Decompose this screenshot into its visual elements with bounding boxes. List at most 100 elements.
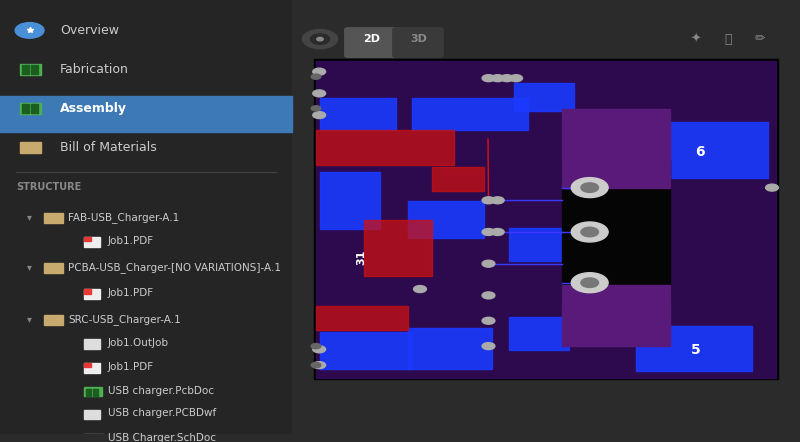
- Bar: [20, 64, 41, 75]
- Circle shape: [491, 229, 504, 236]
- Text: ▾: ▾: [27, 262, 32, 272]
- Bar: [20, 142, 41, 153]
- Circle shape: [491, 75, 504, 82]
- Text: Job1.OutJob: Job1.OutJob: [108, 338, 169, 348]
- Bar: [93, 389, 98, 392]
- Circle shape: [581, 227, 598, 237]
- Text: Assembly: Assembly: [60, 102, 127, 115]
- Circle shape: [571, 273, 608, 293]
- Circle shape: [581, 183, 598, 192]
- Circle shape: [310, 34, 330, 44]
- Bar: [292, 0, 800, 434]
- FancyBboxPatch shape: [393, 28, 443, 57]
- Bar: [316, 306, 408, 330]
- Text: STRUCTURE: STRUCTURE: [16, 182, 82, 192]
- Bar: [84, 387, 102, 396]
- Bar: [314, 60, 778, 379]
- Bar: [84, 363, 91, 367]
- Circle shape: [414, 286, 426, 293]
- Bar: [636, 326, 752, 371]
- Bar: [562, 286, 670, 346]
- Bar: [514, 83, 574, 111]
- Text: Bill of Materials: Bill of Materials: [60, 141, 157, 154]
- Text: Job1.PDF: Job1.PDF: [108, 288, 154, 298]
- Text: Job1.PDF: Job1.PDF: [108, 236, 154, 246]
- Circle shape: [482, 343, 495, 350]
- Bar: [562, 110, 670, 187]
- Bar: [31, 70, 38, 74]
- Circle shape: [313, 68, 326, 75]
- Circle shape: [482, 292, 495, 299]
- Circle shape: [581, 278, 598, 287]
- Bar: [86, 392, 91, 396]
- Bar: [44, 315, 63, 325]
- Bar: [320, 172, 380, 229]
- Circle shape: [571, 222, 608, 242]
- Bar: [84, 237, 91, 241]
- Bar: [22, 104, 29, 108]
- Circle shape: [311, 362, 321, 368]
- Text: FAB-USB_Charger-A.1: FAB-USB_Charger-A.1: [68, 212, 179, 223]
- Bar: [84, 339, 100, 349]
- Bar: [320, 332, 412, 369]
- Circle shape: [571, 178, 608, 198]
- Text: ▾: ▾: [27, 212, 32, 222]
- Text: 2D: 2D: [363, 34, 381, 44]
- Bar: [84, 410, 100, 419]
- Text: USB Charger.SchDoc: USB Charger.SchDoc: [108, 433, 216, 442]
- Circle shape: [302, 30, 338, 49]
- Circle shape: [311, 74, 321, 79]
- Circle shape: [491, 197, 504, 204]
- Bar: [412, 98, 528, 130]
- Bar: [562, 160, 670, 298]
- Bar: [22, 65, 29, 69]
- Bar: [509, 228, 562, 260]
- Text: ⧉: ⧉: [724, 33, 732, 46]
- Bar: [636, 122, 768, 178]
- Bar: [22, 70, 29, 74]
- Bar: [0, 0, 292, 434]
- Text: ✏: ✏: [754, 33, 766, 46]
- Circle shape: [482, 197, 495, 204]
- Text: ✦: ✦: [690, 33, 702, 46]
- Bar: [320, 98, 396, 130]
- Bar: [0, 95, 292, 133]
- Text: Job1.PDF: Job1.PDF: [108, 362, 154, 372]
- Bar: [84, 363, 100, 373]
- Circle shape: [510, 75, 522, 82]
- Text: PCBA-USB_Charger-[NO VARIATIONS]-A.1: PCBA-USB_Charger-[NO VARIATIONS]-A.1: [68, 262, 281, 273]
- Circle shape: [313, 362, 326, 369]
- Circle shape: [482, 229, 495, 236]
- Text: USB charger.PCBDwf: USB charger.PCBDwf: [108, 408, 216, 419]
- Circle shape: [311, 343, 321, 349]
- Circle shape: [311, 106, 321, 111]
- Circle shape: [482, 75, 495, 82]
- Circle shape: [313, 90, 326, 97]
- Bar: [432, 167, 484, 191]
- Circle shape: [317, 37, 323, 41]
- Text: Overview: Overview: [60, 24, 119, 37]
- Text: 5: 5: [691, 343, 701, 357]
- Text: Fabrication: Fabrication: [60, 63, 129, 76]
- Bar: [509, 317, 569, 350]
- Circle shape: [15, 23, 44, 38]
- Bar: [86, 389, 91, 392]
- Text: 31: 31: [357, 250, 366, 265]
- Circle shape: [766, 184, 778, 191]
- Circle shape: [313, 346, 326, 353]
- Bar: [22, 109, 29, 113]
- FancyBboxPatch shape: [345, 28, 399, 57]
- Circle shape: [313, 112, 326, 118]
- Circle shape: [501, 75, 514, 82]
- Bar: [316, 61, 776, 378]
- Text: 3D: 3D: [410, 34, 427, 44]
- Bar: [84, 289, 91, 293]
- Text: ▾: ▾: [27, 314, 32, 324]
- Bar: [31, 109, 38, 113]
- Bar: [31, 104, 38, 108]
- Bar: [84, 289, 100, 299]
- Text: USB charger.PcbDoc: USB charger.PcbDoc: [108, 386, 214, 396]
- Bar: [84, 237, 100, 247]
- Bar: [364, 220, 432, 276]
- Bar: [44, 213, 63, 223]
